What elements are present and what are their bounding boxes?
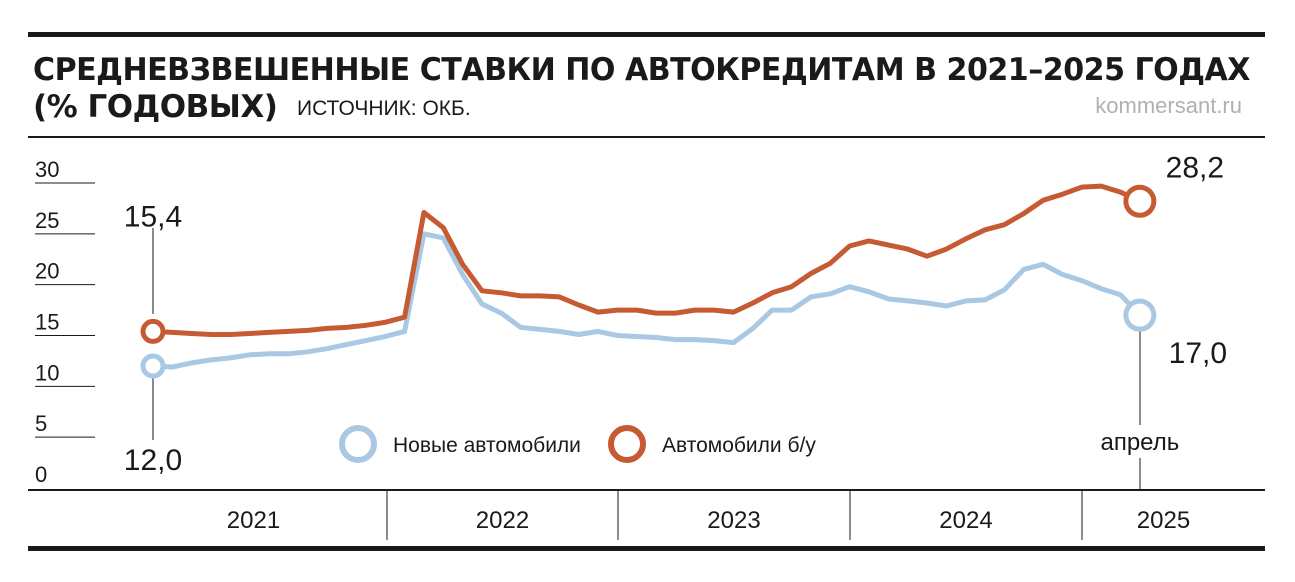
x-tick-label: 2024 [939, 507, 992, 534]
end-marker [1123, 184, 1157, 218]
x-tick-label: 2025 [1137, 507, 1190, 534]
value-label: 15,4 [124, 200, 182, 233]
y-tick-label: 20 [35, 259, 59, 284]
y-tick-label: 15 [35, 310, 59, 335]
rule [28, 136, 1265, 138]
credit: kommersant.ru [1095, 93, 1242, 118]
value-label: 17,0 [1169, 337, 1227, 370]
x-tick-label: 2023 [707, 507, 760, 534]
chart-subtitle: (% ГОДОВЫХ) [33, 89, 277, 125]
end-marker [1123, 298, 1157, 332]
top-rule [28, 32, 1265, 37]
y-tick-label: 10 [35, 360, 59, 385]
series-line [152, 231, 1142, 370]
bottom-rule [28, 546, 1265, 551]
legend-marker [339, 425, 377, 463]
series-line [152, 183, 1141, 337]
y-tick-label: 25 [35, 208, 59, 233]
legend-label: Автомобили б/у [662, 434, 816, 457]
end-marker [140, 318, 166, 344]
value-label: 28,2 [1166, 151, 1224, 184]
x-tick-label: 2021 [227, 507, 280, 534]
annotation: апрель [1100, 429, 1179, 456]
axis-rule [28, 489, 1265, 491]
chart-title: СРЕДНЕВЗВЕШЕННЫЕ СТАВКИ ПО АВТОКРЕДИТАМ … [33, 52, 1251, 88]
legend-marker [608, 425, 646, 463]
value-label: 12,0 [124, 444, 182, 477]
x-tick-label: 2022 [476, 507, 529, 534]
end-marker [140, 353, 166, 379]
legend-label: Новые автомобили [393, 434, 581, 457]
y-tick-label: 0 [35, 462, 47, 487]
y-tick-label: 30 [35, 157, 59, 182]
y-tick-label: 5 [35, 411, 47, 436]
source: ИСТОЧНИК: ОКБ. [297, 97, 471, 120]
